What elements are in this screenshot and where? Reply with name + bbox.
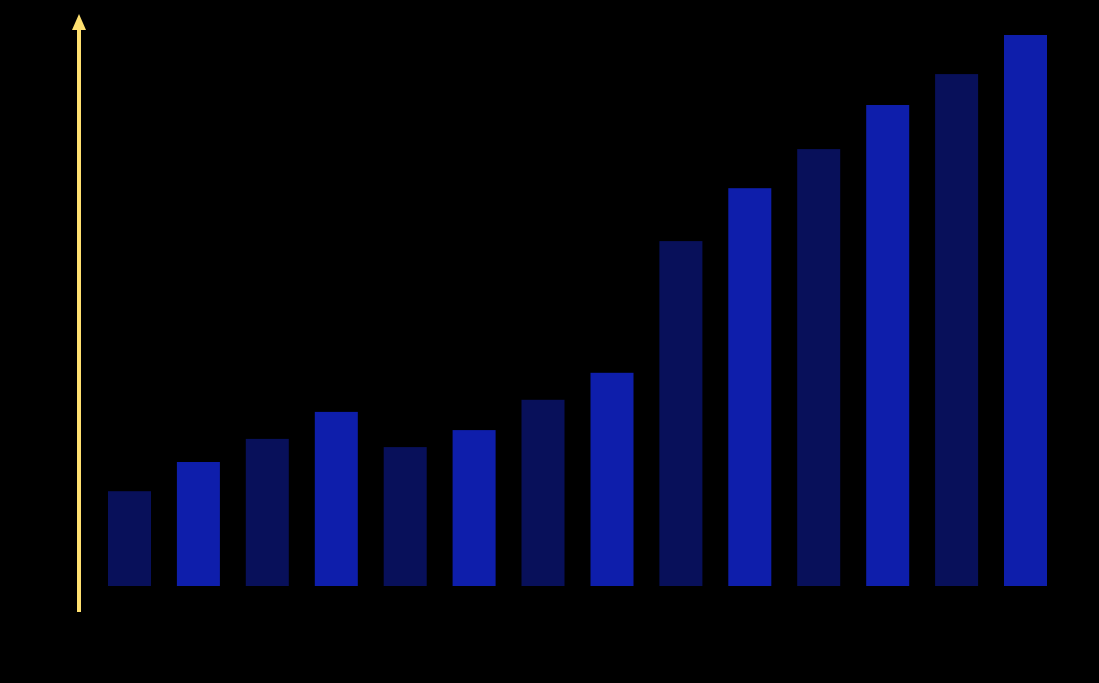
bar-4 bbox=[314, 411, 358, 586]
bar-9 bbox=[659, 241, 703, 586]
bar-13 bbox=[935, 74, 979, 586]
bar-7 bbox=[521, 399, 565, 586]
bar-12 bbox=[866, 105, 910, 586]
bar-14 bbox=[1004, 35, 1047, 586]
bar-11 bbox=[797, 149, 841, 586]
bar-1 bbox=[108, 491, 151, 586]
bar-8 bbox=[590, 372, 634, 586]
bars-group bbox=[108, 35, 1047, 586]
bar-6 bbox=[452, 430, 496, 586]
bar-5 bbox=[383, 447, 427, 586]
bar-3 bbox=[245, 438, 289, 586]
y-axis-arrow-icon bbox=[72, 14, 86, 30]
bar-2 bbox=[176, 462, 220, 586]
bar-10 bbox=[728, 188, 772, 586]
